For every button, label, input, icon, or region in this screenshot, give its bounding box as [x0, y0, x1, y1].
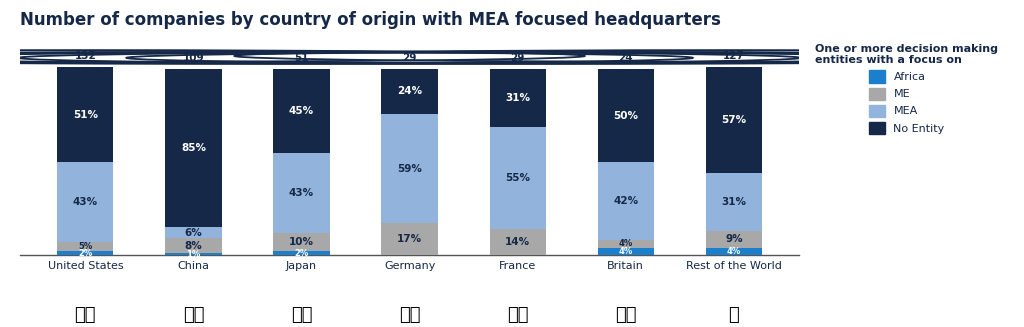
Text: 127: 127	[723, 51, 744, 61]
Bar	[382, 69, 437, 114]
Bar	[57, 251, 114, 255]
Text: 43%: 43%	[73, 197, 98, 207]
Bar	[489, 127, 546, 229]
Text: 31%: 31%	[721, 197, 746, 207]
Text: 9%: 9%	[725, 234, 742, 244]
Text: 5%: 5%	[78, 242, 92, 251]
Text: 51%: 51%	[73, 110, 98, 120]
Text: 29: 29	[402, 53, 417, 63]
Legend: Africa, ME, MEA, No Entity: Africa, ME, MEA, No Entity	[812, 41, 1001, 137]
Bar	[598, 162, 654, 240]
Text: 2%: 2%	[294, 249, 308, 258]
Text: 4%: 4%	[727, 247, 741, 256]
Bar	[273, 69, 330, 153]
Bar	[165, 238, 221, 253]
Text: 1%: 1%	[186, 250, 201, 259]
Text: 43%: 43%	[289, 188, 314, 198]
Bar	[57, 162, 114, 242]
Bar	[273, 251, 330, 255]
Bar	[57, 242, 114, 251]
Bar	[165, 253, 221, 255]
Bar	[57, 67, 114, 162]
Text: 24: 24	[618, 53, 633, 63]
Text: 55%: 55%	[505, 173, 530, 183]
Text: 85%: 85%	[181, 143, 206, 153]
Text: 45%: 45%	[289, 106, 314, 116]
Bar	[273, 153, 330, 233]
Text: 🇺🇸: 🇺🇸	[75, 306, 96, 324]
Text: 10%: 10%	[289, 237, 314, 247]
Bar	[165, 69, 221, 227]
Text: 6%: 6%	[184, 228, 203, 238]
Bar	[489, 229, 546, 255]
Text: 50%: 50%	[613, 111, 638, 121]
Text: 4%: 4%	[618, 239, 633, 249]
Text: 2%: 2%	[78, 249, 92, 258]
Bar	[706, 173, 762, 231]
Text: 17%: 17%	[397, 234, 422, 244]
Text: 51: 51	[294, 53, 309, 63]
Text: 8%: 8%	[184, 241, 203, 251]
Text: 109: 109	[182, 53, 204, 63]
Text: 🌐: 🌐	[728, 306, 739, 324]
Text: 31%: 31%	[505, 93, 530, 103]
Text: 🇬🇧: 🇬🇧	[615, 306, 637, 324]
Bar	[706, 231, 762, 248]
Text: 14%: 14%	[505, 237, 530, 247]
Text: 29: 29	[511, 53, 525, 63]
Text: 57%: 57%	[721, 115, 746, 125]
Text: 59%: 59%	[397, 164, 422, 174]
Text: 🇫🇷: 🇫🇷	[507, 306, 528, 324]
Text: 🇨🇳: 🇨🇳	[182, 306, 204, 324]
Bar	[706, 67, 762, 173]
Text: 132: 132	[75, 51, 96, 61]
Bar	[273, 233, 330, 251]
Bar	[489, 69, 546, 127]
Bar	[598, 240, 654, 248]
Text: 🇩🇪: 🇩🇪	[399, 306, 420, 324]
Text: 42%: 42%	[613, 196, 638, 206]
Text: 🇯🇵: 🇯🇵	[291, 306, 312, 324]
Bar	[165, 227, 221, 238]
Bar	[706, 248, 762, 255]
Bar	[382, 114, 437, 223]
Text: Number of companies by country of origin with MEA focused headquarters: Number of companies by country of origin…	[20, 11, 721, 29]
Bar	[598, 248, 654, 255]
Text: 4%: 4%	[618, 247, 633, 256]
Bar	[382, 223, 437, 255]
Bar	[598, 69, 654, 162]
Text: 24%: 24%	[397, 86, 422, 96]
